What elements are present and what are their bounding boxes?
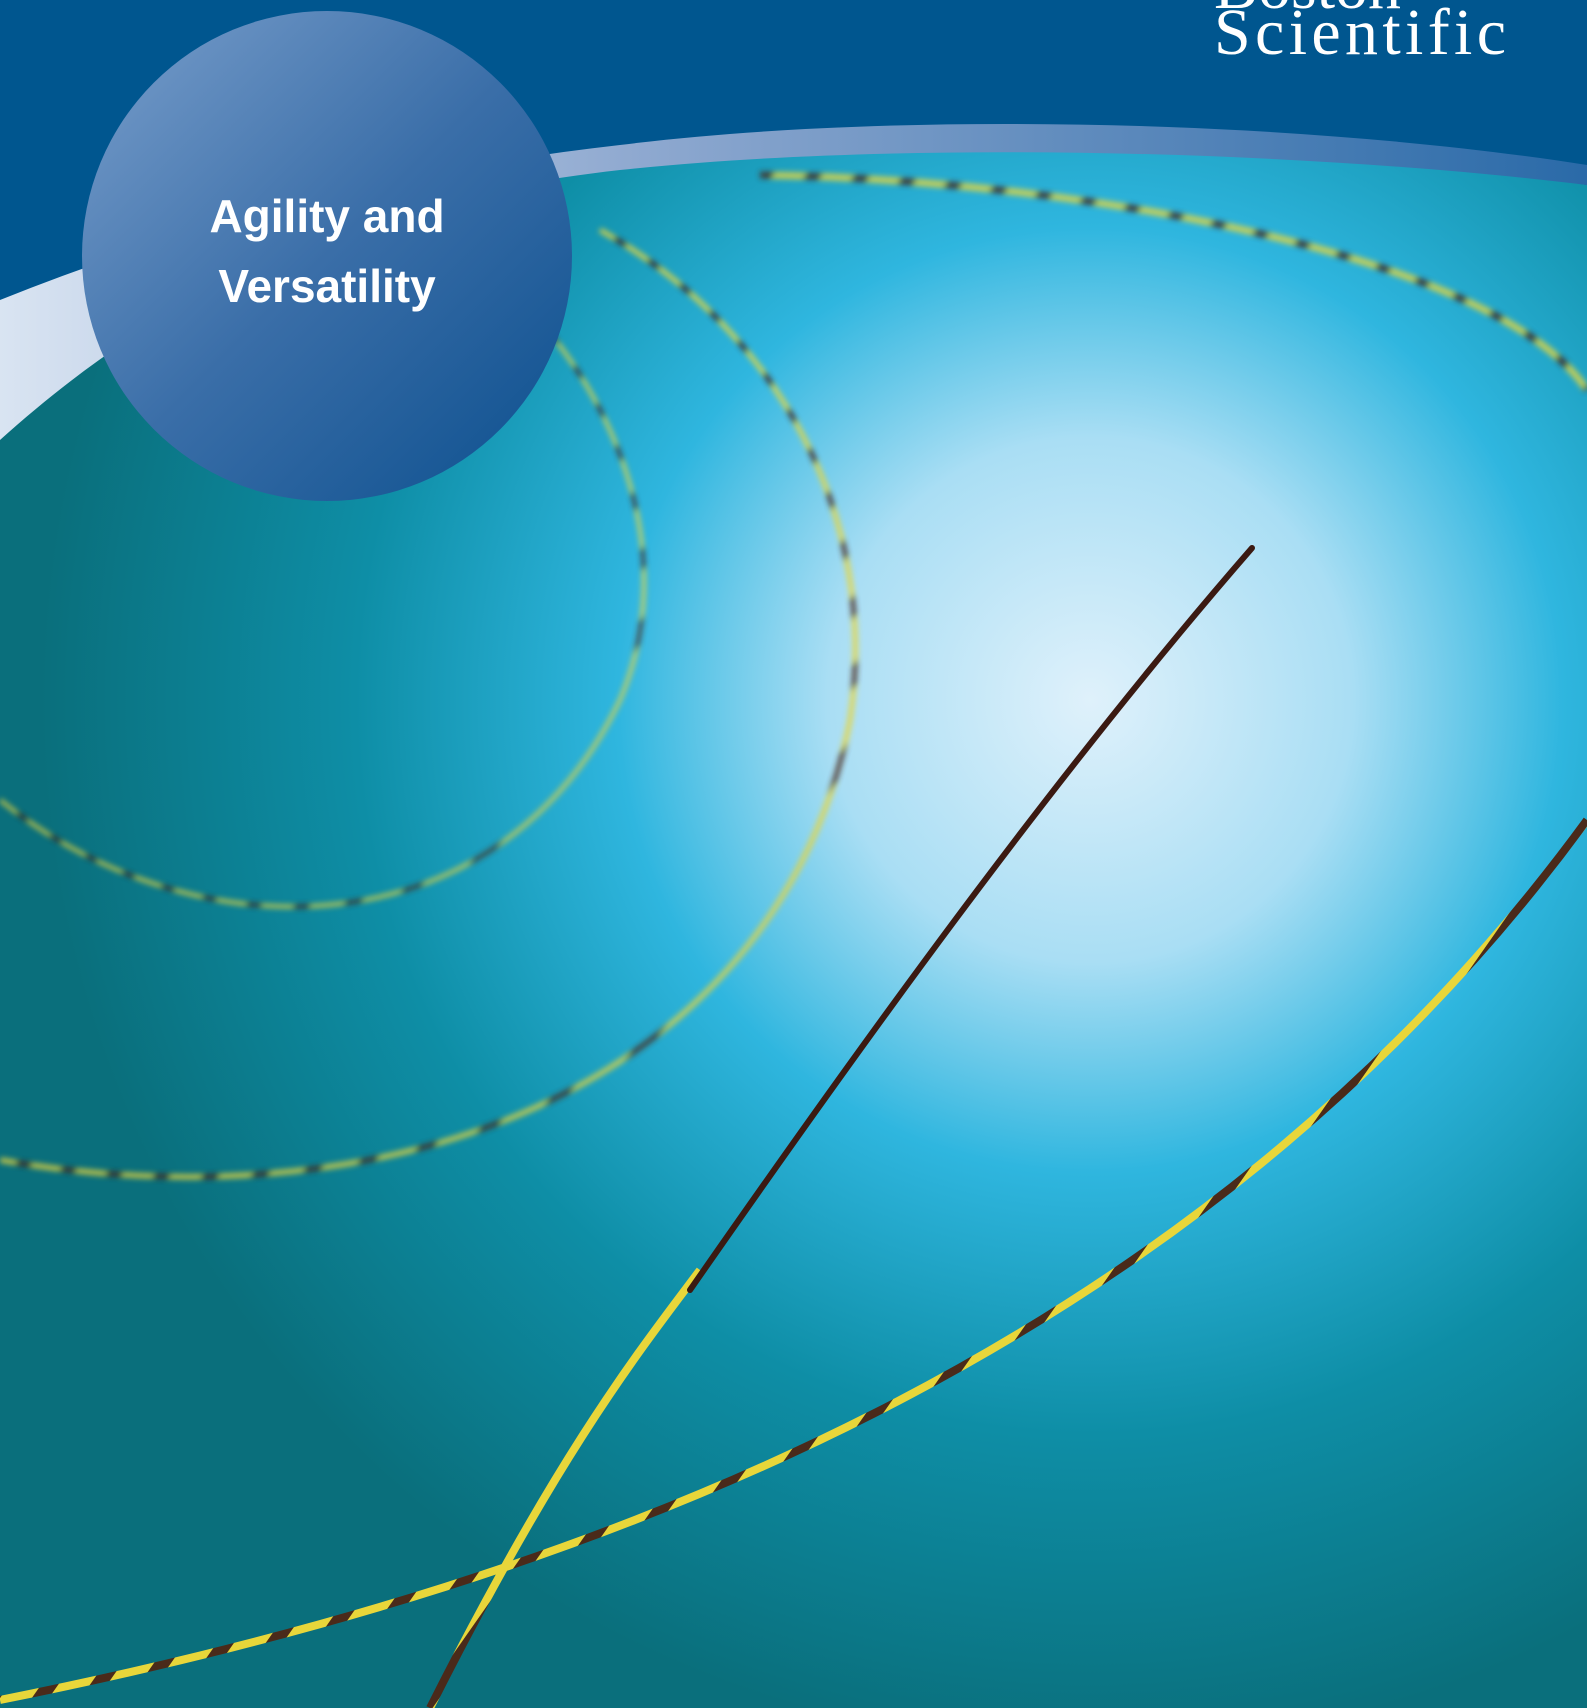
- brand-line: Scientific: [1214, 0, 1506, 69]
- badge-circle: [82, 11, 572, 501]
- wire: [0, 817, 1587, 1704]
- brand-line: Boston: [1214, 0, 1401, 23]
- wire: [0, 298, 646, 909]
- wire: [426, 1267, 704, 1708]
- badge-line: Versatility: [218, 260, 436, 312]
- wire: [0, 227, 858, 1180]
- wires: [0, 171, 1587, 1708]
- wire-tip: [687, 545, 1255, 1293]
- wire: [759, 171, 1587, 392]
- badge-line: Agility and: [209, 190, 444, 242]
